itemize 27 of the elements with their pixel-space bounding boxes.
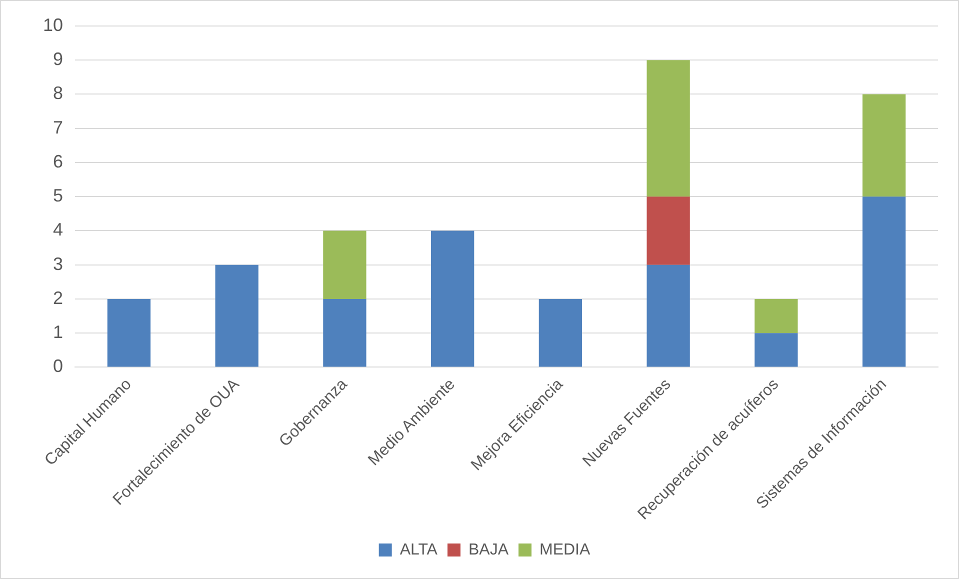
y-tick-label: 2 bbox=[53, 288, 64, 308]
bar bbox=[646, 60, 690, 197]
bar bbox=[107, 298, 151, 367]
bar bbox=[862, 196, 906, 367]
y-tick-label: 5 bbox=[53, 186, 64, 206]
legend-label: ALTA bbox=[400, 541, 438, 558]
bar bbox=[646, 264, 690, 367]
y-tick-label: 8 bbox=[53, 83, 64, 104]
y-tick-label: 1 bbox=[53, 322, 64, 342]
y-tick-label: 3 bbox=[53, 254, 64, 274]
bar bbox=[323, 230, 366, 299]
y-tick-label: 0 bbox=[53, 356, 64, 376]
y-tick-label: 7 bbox=[53, 117, 64, 138]
y-tick-label: 6 bbox=[53, 151, 64, 172]
bar bbox=[646, 196, 690, 265]
y-tick-label: 10 bbox=[42, 14, 64, 35]
bar bbox=[431, 230, 474, 367]
bar bbox=[538, 298, 582, 367]
bar bbox=[754, 333, 798, 367]
bar bbox=[754, 298, 798, 334]
legend-label: MEDIA bbox=[539, 541, 590, 558]
y-tick-label: 4 bbox=[53, 220, 64, 240]
bar bbox=[215, 264, 258, 367]
y-tick-label: 9 bbox=[53, 49, 64, 70]
legend-label: BAJA bbox=[468, 541, 509, 558]
bar bbox=[862, 94, 906, 197]
bar bbox=[323, 298, 366, 367]
